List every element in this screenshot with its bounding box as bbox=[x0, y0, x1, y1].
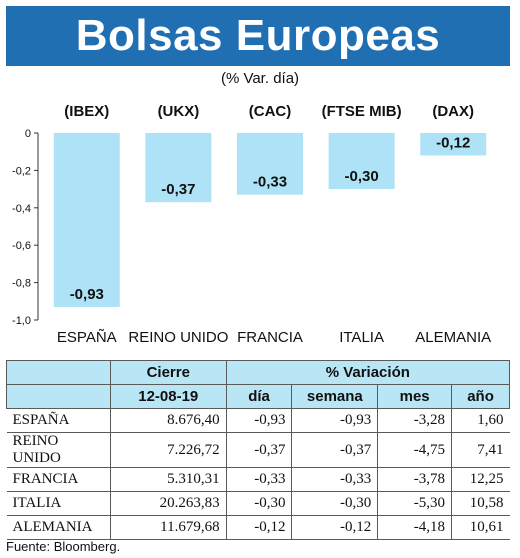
header-variation: % Variación bbox=[225, 360, 511, 385]
row-day: -0,12 bbox=[225, 515, 292, 540]
row-week: -0,37 bbox=[291, 432, 378, 468]
row-close: 8.676,40 bbox=[109, 408, 227, 433]
bar bbox=[328, 133, 395, 190]
table-row: ESPAÑA 8.676,40 -0,93 -0,93 -3,28 1,60 bbox=[6, 408, 510, 433]
row-name: ITALIA bbox=[6, 491, 111, 516]
row-year: 7,41 bbox=[451, 432, 510, 468]
row-name: ESPAÑA bbox=[6, 408, 111, 433]
table-row: ITALIA 20.263,83 -0,30 -0,30 -5,30 10,58 bbox=[6, 491, 510, 516]
header-day: día bbox=[225, 384, 293, 409]
y-tick-label: 0 bbox=[25, 128, 31, 140]
bar-value-label: -0,93 bbox=[70, 286, 104, 303]
bar bbox=[145, 133, 212, 203]
header-week: semana bbox=[291, 384, 379, 409]
row-week: -0,12 bbox=[291, 515, 378, 540]
row-day: -0,93 bbox=[225, 408, 292, 433]
header-close: Cierre bbox=[109, 360, 227, 385]
row-year: 10,61 bbox=[451, 515, 510, 540]
row-year: 12,25 bbox=[451, 467, 510, 492]
index-label: (IBEX) bbox=[64, 103, 109, 120]
row-close: 5.310,31 bbox=[109, 467, 227, 492]
category-label: REINO UNIDO bbox=[128, 329, 228, 346]
row-name: ALEMANIA bbox=[6, 515, 111, 540]
row-day: -0,30 bbox=[225, 491, 292, 516]
index-label: (DAX) bbox=[432, 103, 474, 120]
y-tick-label: -0,4 bbox=[12, 203, 31, 215]
source-note: Fuente: Bloomberg. bbox=[6, 539, 121, 554]
chart-subtitle: (% Var. día) bbox=[220, 70, 300, 87]
row-month: -4,75 bbox=[377, 432, 452, 468]
row-day: -0,33 bbox=[225, 467, 292, 492]
table-row: FRANCIA 5.310,31 -0,33 -0,33 -3,78 12,25 bbox=[6, 467, 510, 492]
row-week: -0,33 bbox=[291, 467, 378, 492]
header-year: año bbox=[451, 384, 510, 409]
row-year: 1,60 bbox=[451, 408, 510, 433]
row-week: -0,30 bbox=[291, 491, 378, 516]
y-tick-label: -0,2 bbox=[12, 165, 31, 177]
row-month: -3,78 bbox=[377, 467, 452, 492]
row-week: -0,93 bbox=[291, 408, 378, 433]
row-close: 11.679,68 bbox=[109, 515, 227, 540]
index-label: (CAC) bbox=[249, 103, 292, 120]
y-tick-label: -0,6 bbox=[12, 240, 31, 252]
category-label: ESPAÑA bbox=[57, 329, 117, 346]
row-name: REINO UNIDO bbox=[6, 432, 111, 468]
y-tick-label: -1,0 bbox=[12, 315, 31, 327]
title-banner: Bolsas Europeas bbox=[6, 6, 510, 66]
row-month: -3,28 bbox=[377, 408, 452, 433]
y-tick-label: -0,8 bbox=[12, 278, 31, 290]
bar bbox=[237, 133, 303, 195]
row-close: 20.263,83 bbox=[109, 491, 227, 516]
category-label: FRANCIA bbox=[237, 329, 303, 346]
bar bbox=[420, 133, 487, 156]
header-date: 12-08-19 bbox=[109, 384, 227, 409]
bar-value-label: -0,33 bbox=[253, 174, 287, 191]
row-day: -0,37 bbox=[225, 432, 292, 468]
table-row: REINO UNIDO 7.226,72 -0,37 -0,37 -4,75 7… bbox=[6, 432, 510, 468]
header-blank-2 bbox=[6, 384, 111, 409]
row-year: 10,58 bbox=[451, 491, 510, 516]
quotes-table: Cierre % Variación 12-08-19 día semana m… bbox=[6, 360, 511, 540]
index-label: (FTSE MIB) bbox=[322, 103, 402, 120]
index-label: (UKX) bbox=[158, 103, 200, 120]
row-name: FRANCIA bbox=[6, 467, 111, 492]
category-label: ALEMANIA bbox=[415, 329, 491, 346]
bar-chart: 0 -0,2 -0,4 -0,6 -0,8 -1,0 (IBEX) -0,93 ESPAÑA (U… bbox=[12, 103, 491, 346]
bar-value-label: -0,30 bbox=[344, 168, 378, 185]
row-month: -5,30 bbox=[377, 491, 452, 516]
chart-title: Bolsas Europeas bbox=[75, 11, 441, 60]
row-month: -4,18 bbox=[377, 515, 452, 540]
header-month: mes bbox=[377, 384, 453, 409]
bar bbox=[53, 133, 120, 307]
table-row: ALEMANIA 11.679,68 -0,12 -0,12 -4,18 10,… bbox=[6, 515, 510, 540]
category-label: ITALIA bbox=[339, 329, 384, 346]
bar-value-label: -0,12 bbox=[436, 134, 470, 151]
bar-value-label: -0,37 bbox=[161, 181, 195, 198]
row-close: 7.226,72 bbox=[109, 432, 227, 468]
header-blank bbox=[6, 360, 111, 385]
